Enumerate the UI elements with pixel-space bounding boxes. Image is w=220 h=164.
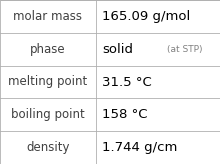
Text: 158 °C: 158 °C — [102, 108, 148, 121]
Text: (at STP): (at STP) — [167, 45, 203, 54]
Text: molar mass: molar mass — [13, 10, 82, 23]
Text: solid: solid — [102, 43, 133, 56]
Text: 165.09 g/mol: 165.09 g/mol — [102, 10, 191, 23]
Text: 1.744 g/cm: 1.744 g/cm — [102, 141, 178, 154]
Text: boiling point: boiling point — [11, 108, 85, 121]
Text: melting point: melting point — [8, 75, 88, 89]
Text: phase: phase — [30, 43, 66, 56]
Text: 31.5 °C: 31.5 °C — [102, 75, 152, 89]
Text: density: density — [26, 141, 70, 154]
